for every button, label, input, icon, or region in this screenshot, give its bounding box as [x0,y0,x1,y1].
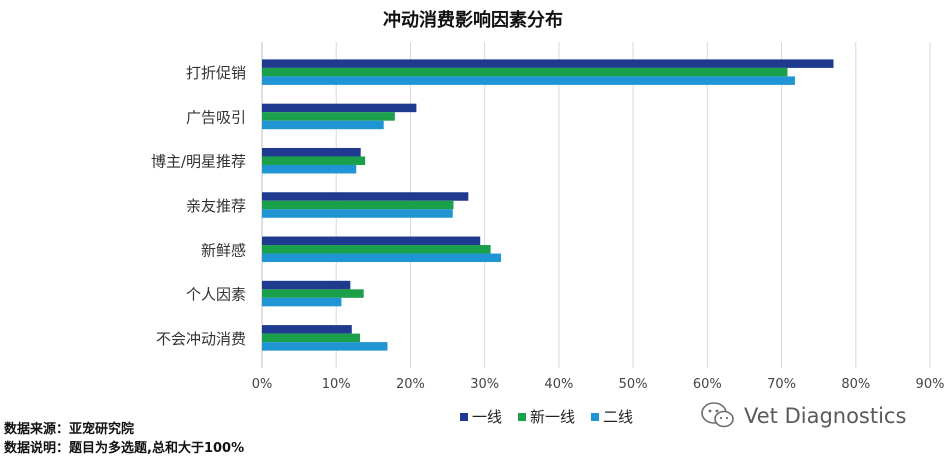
watermark: Vet Diagnostics [700,400,906,432]
legend-swatch-series-1 [460,412,468,421]
bar-2-5 [262,289,364,298]
bar-1-4 [262,236,481,246]
x-tick-label-3: 30% [470,377,499,392]
legend-label-series-1: 一线 [472,408,503,426]
bar-3-0 [262,76,795,85]
x-tick-label-8: 80% [841,377,870,392]
category-label-4: 新鲜感 [201,241,246,259]
bar-1-1 [262,103,417,113]
category-label-0: 打折促销 [186,64,246,82]
legend-label-series-2: 新一线 [530,408,576,426]
category-label-5: 个人因素 [186,286,246,304]
category-label-6: 不会冲动消费 [156,330,246,348]
legend-item-series-3: 二线 [591,406,633,427]
x-tick-label-2: 20% [396,377,425,392]
legend-item-series-2: 新一线 [518,406,575,427]
x-tick-label-4: 40% [544,377,573,392]
bar-2-3 [262,200,454,210]
chart-title: 冲动消费影响因素分布 [383,10,563,31]
legend-swatch-series-3 [591,412,600,421]
x-tick-label-1: 10% [322,377,351,392]
source-notes: 数据来源：亚宠研究院 数据说明：题目为多选题,总和大于100% [4,420,244,458]
bar-2-6 [262,333,360,343]
note-line: 数据说明：题目为多选题,总和大于100% [4,441,245,456]
wechat-icon [701,402,734,428]
bar-2-1 [262,112,395,121]
legend-label-series-3: 二线 [603,408,634,426]
bar-3-5 [262,297,342,307]
bar-3-3 [262,209,453,218]
bar-chart: 0% 10% 20% 30% 40% 50% 60% 70% 80% 90% 打折促销广告吸引博主/… [151,42,945,392]
bar-3-2 [262,164,357,174]
watermark-text: Vet Diagnostics [744,404,907,428]
x-tick-label-0: 0% [252,377,273,392]
bar-1-3 [262,192,469,201]
category-label-2: 博主/明星推荐 [151,153,246,171]
bar-1-6 [262,325,352,334]
source-line: 数据来源：亚宠研究院 [4,422,135,437]
x-tick-label-5: 50% [619,377,648,392]
category-label-1: 广告吸引 [186,108,246,126]
bar-3-1 [262,120,384,130]
bar-1-0 [262,59,834,68]
x-tick-label-6: 60% [693,377,722,392]
bar-1-2 [262,147,361,157]
bar-2-0 [262,67,788,77]
legend-item-series-1: 一线 [460,406,502,427]
legend: 一线 新一线 二线 [460,406,633,427]
bar-3-6 [262,342,388,351]
bar-2-4 [262,245,491,254]
bar-3-4 [262,253,501,263]
legend-swatch-series-2 [518,412,527,421]
bar-1-5 [262,280,351,290]
category-label-3: 亲友推荐 [186,197,246,215]
bar-2-2 [262,156,366,165]
x-tick-label-7: 70% [767,377,796,392]
x-tick-label-9: 90% [916,377,945,392]
